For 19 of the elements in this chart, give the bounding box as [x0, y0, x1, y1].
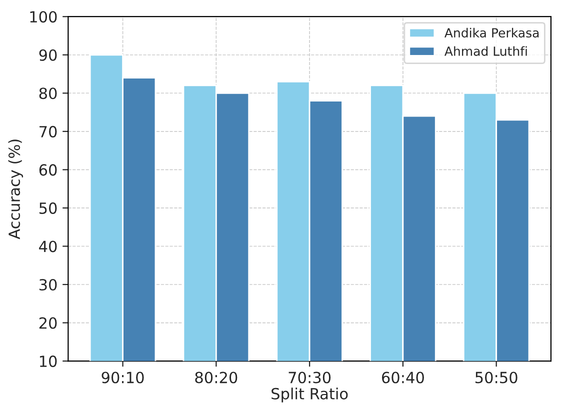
x-tick-label: 80:20: [195, 372, 238, 384]
x-tick-label: 90:10: [102, 372, 144, 384]
y-tick-label: 10: [40, 356, 57, 368]
legend-label: Andika Perkasa: [444, 28, 539, 38]
legend-label: Ahmad Luthfi: [444, 46, 527, 56]
x-tick-label: 50:50: [475, 372, 518, 384]
y-tick-label: 20: [39, 317, 57, 329]
x-tick-label: 70:30: [288, 372, 331, 384]
y-tick-label: 40: [39, 240, 57, 252]
y-tick-label: 50: [39, 202, 57, 214]
y-axis-title: Accuracy (%): [8, 140, 24, 240]
x-tick-label: 60:40: [382, 372, 424, 384]
x-axis-title: Split Ratio: [272, 388, 348, 402]
y-tick-label: 90: [39, 49, 57, 61]
y-tick-label: 80: [39, 88, 57, 100]
y-tick-label: 60: [39, 164, 57, 176]
y-tick-label: 100: [30, 11, 57, 23]
y-tick-label: 70: [40, 126, 57, 138]
y-tick-label: 30: [39, 278, 57, 291]
